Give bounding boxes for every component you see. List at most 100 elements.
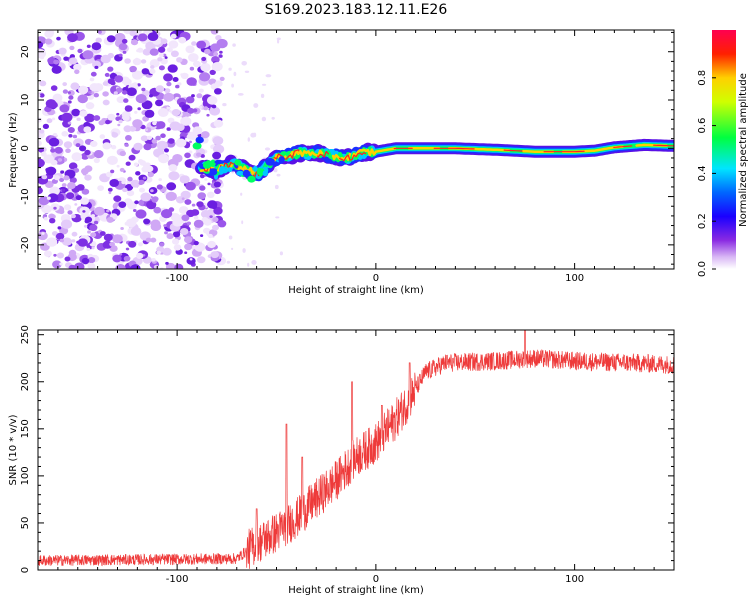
noise-blob: [150, 219, 161, 228]
noise-blob: [212, 136, 224, 146]
noise-blob: [115, 116, 121, 121]
noise-blob: [99, 134, 106, 139]
noise-blob: [196, 201, 204, 208]
noise-blob: [38, 158, 45, 168]
noise-blob: [137, 33, 148, 42]
noise-blob: [139, 187, 145, 193]
noise-blob: [146, 200, 157, 210]
noise-blob: [125, 218, 137, 228]
noise-blob: [71, 214, 76, 219]
noise-blob: [116, 164, 120, 168]
noise-blob: [106, 35, 116, 43]
noise-blob: [38, 41, 44, 49]
noise-blob: [207, 200, 218, 209]
noise-blob: [127, 176, 133, 182]
noise-blob: [53, 253, 57, 257]
noise-blob: [109, 241, 115, 247]
noise-blob: [184, 236, 193, 244]
noise-blob: [260, 93, 265, 98]
noise-blob: [107, 78, 115, 85]
noise-blob: [87, 262, 96, 269]
noise-blob: [204, 48, 211, 55]
noise-blob: [43, 217, 48, 221]
noise-blob: [207, 233, 213, 239]
noise-blob: [38, 187, 43, 195]
noise-blob: [86, 247, 91, 251]
noise-blob: [50, 148, 56, 153]
snr-ticks: -100 0 100 0 50 100 150 200 250: [20, 325, 675, 585]
noise-blob: [119, 167, 125, 172]
noise-blob: [64, 204, 72, 211]
noise-blob: [167, 64, 178, 73]
noise-blob: [240, 192, 243, 196]
noise-blob: [120, 227, 124, 230]
noise-blob: [80, 197, 89, 205]
noise-blob: [90, 232, 97, 238]
noise-blob: [146, 135, 153, 140]
noise-blob: [123, 98, 129, 103]
noise-blob: [275, 216, 280, 219]
noise-blob: [274, 184, 279, 190]
noise-blob: [158, 178, 162, 182]
noise-blob: [158, 154, 170, 164]
noise-blob: [185, 181, 196, 191]
noise-blob: [232, 43, 236, 47]
noise-blob: [47, 208, 52, 212]
noise-blob: [117, 123, 121, 127]
noise-blob: [157, 108, 169, 117]
noise-blob: [150, 237, 157, 243]
noise-blob: [104, 72, 110, 77]
noise-blob: [165, 261, 169, 265]
noise-blob: [124, 143, 129, 147]
noise-blob: [122, 114, 130, 121]
noise-blob: [121, 38, 128, 44]
noise-blob: [170, 33, 177, 39]
noise-blob: [51, 65, 62, 74]
noise-blob: [186, 257, 196, 265]
noise-blob: [198, 105, 203, 109]
noise-blob: [163, 224, 167, 228]
noise-blob: [211, 104, 217, 109]
noise-blob: [228, 67, 232, 71]
noise-blob: [116, 96, 126, 104]
noise-blob: [123, 125, 132, 133]
noise-blob: [184, 251, 188, 254]
noise-blob: [47, 193, 59, 203]
noise-blob: [242, 248, 246, 253]
noise-blob: [172, 154, 183, 163]
noise-blob: [157, 46, 166, 53]
noise-blob: [212, 217, 219, 223]
noise-blob: [130, 227, 142, 236]
noise-blob: [79, 110, 88, 117]
noise-blob: [73, 63, 82, 71]
noise-blob: [164, 231, 168, 235]
noise-blob: [157, 57, 163, 62]
noise-blob: [151, 138, 158, 144]
noise-blob: [189, 66, 195, 71]
noise-blob: [83, 121, 91, 128]
noise-blob: [74, 203, 78, 206]
noise-blob: [103, 233, 113, 242]
noise-blob: [97, 185, 104, 192]
noise-blob: [184, 243, 193, 251]
noise-blob: [181, 214, 190, 222]
noise-blob: [82, 50, 94, 60]
noise-blob: [180, 190, 191, 200]
ridge-blob: [214, 159, 224, 165]
figure-title: S169.2023.183.12.11.E26: [265, 2, 448, 18]
noise-blob: [84, 174, 92, 181]
noise-blob: [137, 107, 141, 111]
noise-blob: [226, 260, 231, 264]
snr-series-line: [38, 330, 674, 569]
noise-blob: [66, 192, 75, 200]
y-tick-label: -10: [20, 188, 31, 204]
noise-blob: [162, 247, 172, 256]
noise-blob: [191, 94, 195, 98]
noise-blob: [134, 110, 138, 114]
noise-blob: [251, 260, 257, 265]
noise-blob: [38, 147, 44, 153]
ridge-blob: [209, 169, 218, 176]
ridge-blob: [236, 170, 244, 176]
noise-blob: [145, 237, 152, 243]
noise-blob: [74, 69, 80, 75]
